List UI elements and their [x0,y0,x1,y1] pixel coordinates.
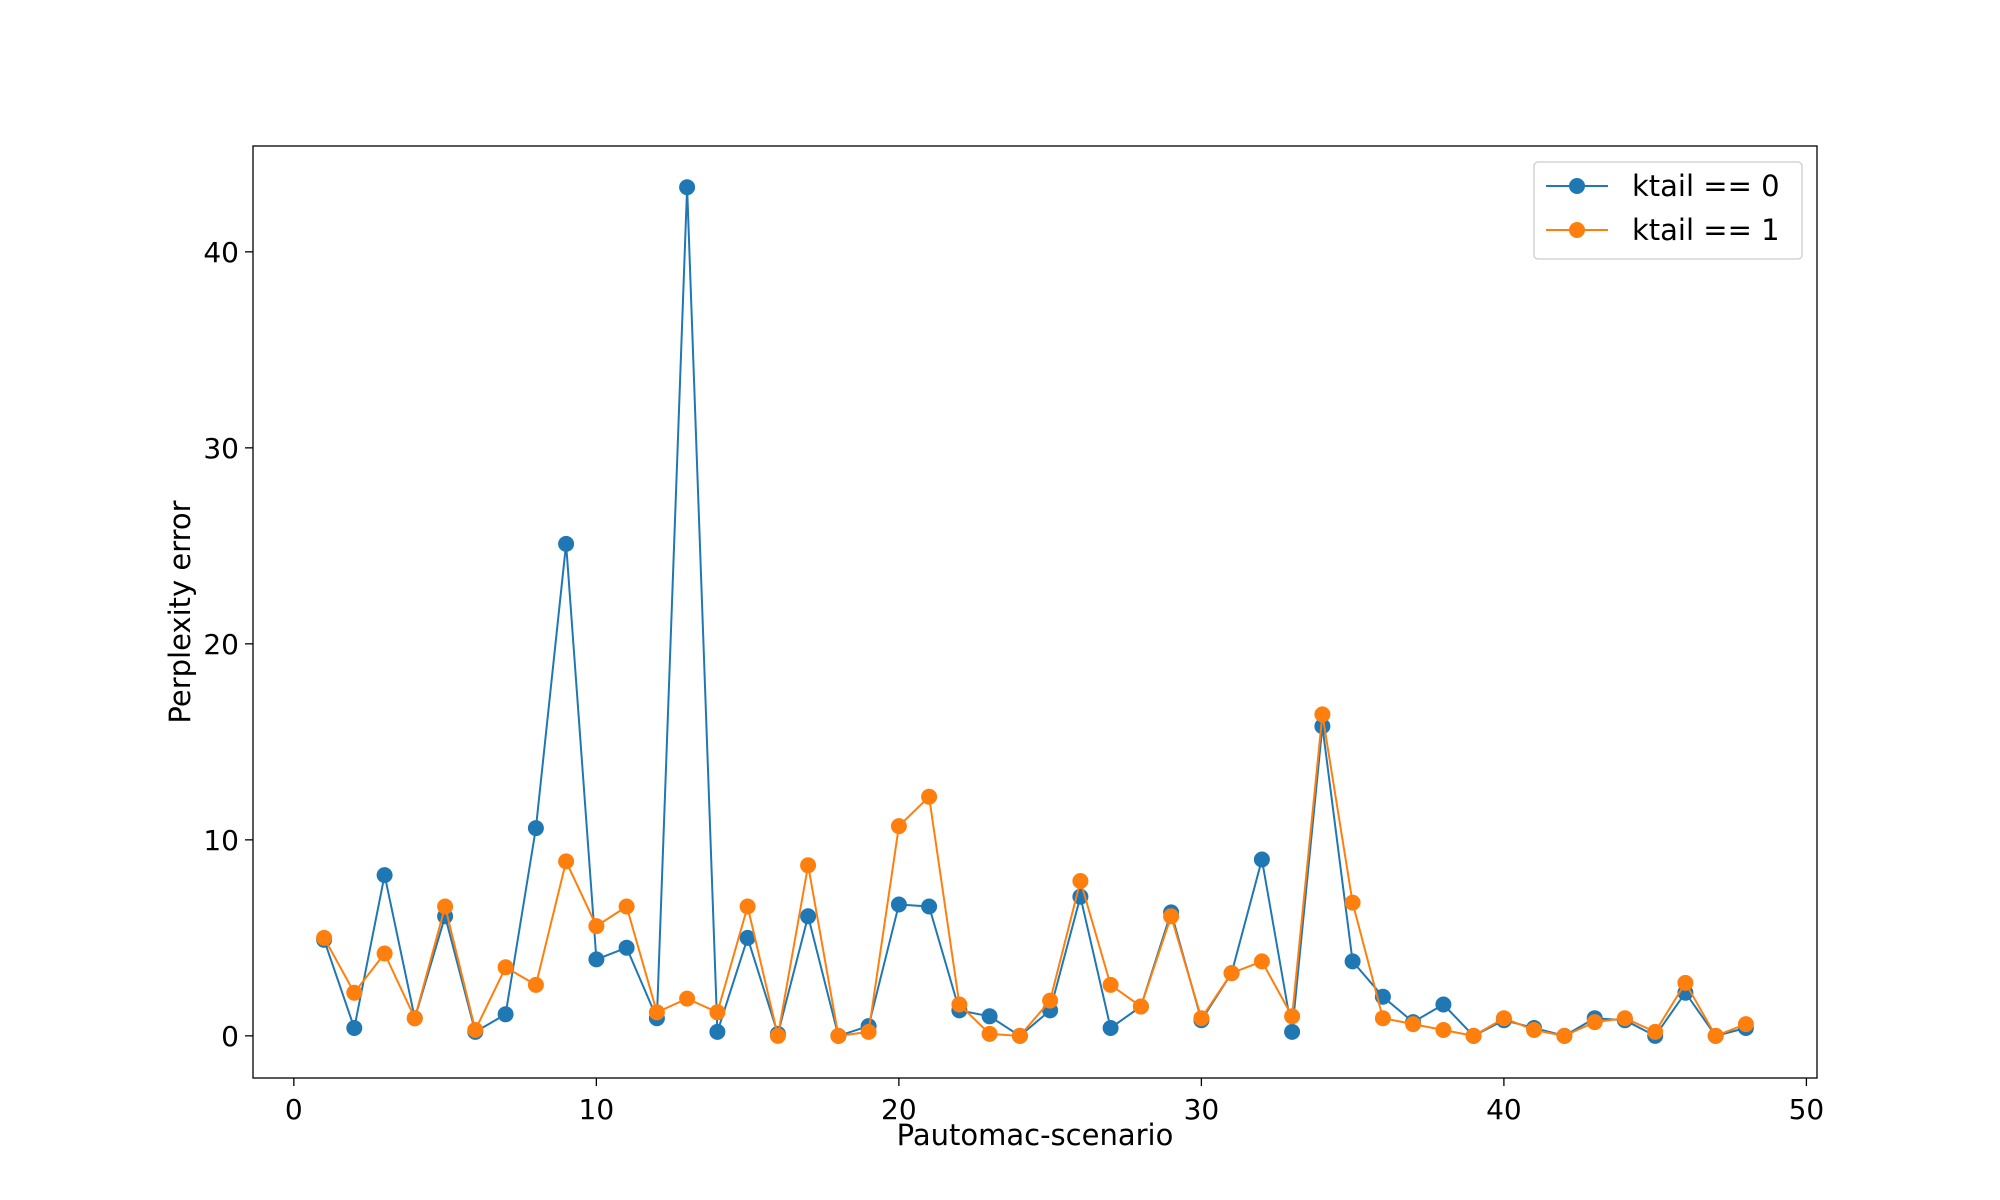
data-point-s1-x31 [1223,965,1240,982]
x-tick-label: 30 [1184,1093,1220,1126]
x-tick-label: 10 [579,1093,615,1126]
data-point-s0-x38 [1435,996,1452,1013]
legend-marker-ktail-0 [1569,178,1585,194]
x-tick-label: 50 [1789,1093,1825,1126]
data-point-s1-x11 [618,898,635,915]
x-tick-label: 0 [285,1093,303,1126]
data-point-s0-x7 [497,1006,514,1023]
y-axis-title: Perplexity error [163,500,197,723]
data-point-s1-x38 [1435,1022,1452,1038]
x-axis-title: Pautomac-scenario [897,1118,1174,1152]
data-point-s0-x14 [709,1023,726,1040]
data-point-s0-x17 [800,908,817,925]
series-layer [316,179,1754,1044]
data-point-s1-x34 [1314,706,1331,723]
data-point-s1-x25 [1042,992,1059,1009]
y-tick-label: 20 [203,628,239,661]
data-point-s0-x20 [890,896,907,913]
data-point-s1-x48 [1737,1016,1754,1033]
data-point-s0-x13 [679,179,696,196]
data-point-s1-x16 [769,1027,786,1044]
data-point-s0-x3 [376,867,393,884]
data-point-s1-x41 [1526,1022,1543,1038]
data-point-s1-x33 [1284,1008,1301,1025]
data-point-s1-x8 [527,976,544,993]
data-point-s0-x9 [558,535,575,552]
data-point-s0-x10 [588,951,605,968]
data-point-s1-x36 [1374,1010,1391,1027]
data-point-s1-x19 [860,1023,877,1040]
data-point-s1-x1 [316,929,333,946]
data-point-s1-x44 [1616,1010,1633,1027]
data-point-s1-x21 [921,788,938,805]
data-point-s1-x2 [346,984,363,1001]
data-point-s1-x47 [1707,1027,1724,1044]
data-point-s1-x39 [1465,1027,1482,1044]
data-point-s0-x27 [1102,1020,1119,1036]
tick-layer: 0 10 20 30 40 50 0 10 20 30 40 [203,236,1824,1126]
data-point-s0-x35 [1344,953,1361,970]
y-tick-label: 40 [203,236,239,269]
data-point-s1-x40 [1495,1010,1512,1027]
data-point-s1-x23 [981,1025,998,1042]
data-point-s1-x46 [1677,974,1694,991]
data-point-s1-x9 [558,853,575,870]
data-point-s1-x18 [830,1027,847,1044]
data-point-s1-x3 [376,945,393,962]
y-tick-label: 30 [203,432,239,465]
data-point-s1-x37 [1405,1016,1422,1033]
data-point-s1-x6 [467,1022,484,1038]
data-point-s0-x33 [1284,1023,1301,1040]
data-point-s1-x15 [739,898,756,915]
data-point-s1-x32 [1253,953,1270,970]
data-point-s1-x24 [1011,1027,1028,1044]
data-point-s0-x11 [618,939,635,956]
legend-marker-ktail-1 [1569,222,1585,238]
data-point-s0-x34 [1314,718,1331,735]
data-point-s1-x28 [1132,998,1149,1015]
data-point-s1-x45 [1647,1023,1664,1040]
data-point-s1-x35 [1344,894,1361,911]
data-point-s1-x42 [1556,1027,1573,1044]
data-point-s1-x29 [1163,908,1180,925]
data-point-s1-x17 [800,857,817,874]
data-point-s0-x23 [981,1008,998,1025]
data-point-s0-x8 [527,820,544,837]
data-point-s1-x43 [1586,1014,1603,1031]
legend-label-ktail-1: ktail == 1 [1632,213,1780,247]
y-tick-label: 10 [203,824,239,857]
data-point-s1-x30 [1193,1010,1210,1027]
plot-frame [252,145,1818,1079]
data-point-s0-x32 [1253,851,1270,868]
series-1 [316,706,1754,1044]
data-point-s1-x14 [709,1004,726,1021]
data-point-s1-x26 [1072,873,1089,889]
data-point-s1-x4 [406,1010,423,1027]
data-point-s0-x21 [921,898,938,915]
x-tick-label: 40 [1486,1093,1522,1126]
data-point-s1-x22 [951,996,968,1013]
series-line-0 [323,186,1747,1037]
data-point-s1-x7 [497,959,514,976]
data-point-s0-x15 [739,929,756,946]
data-point-s1-x10 [588,918,605,935]
legend: ktail == 0 ktail == 1 [1533,161,1803,260]
series-0 [316,179,1754,1044]
data-point-s1-x12 [648,1004,665,1021]
data-point-s1-x20 [890,818,907,835]
x-tick-label: 20 [881,1093,917,1126]
y-tick-label: 0 [221,1020,239,1053]
data-point-s1-x5 [437,898,454,915]
data-point-s0-x2 [346,1020,363,1036]
data-point-s1-x13 [679,990,696,1007]
data-point-s1-x27 [1102,976,1119,993]
legend-label-ktail-0: ktail == 0 [1632,169,1780,203]
